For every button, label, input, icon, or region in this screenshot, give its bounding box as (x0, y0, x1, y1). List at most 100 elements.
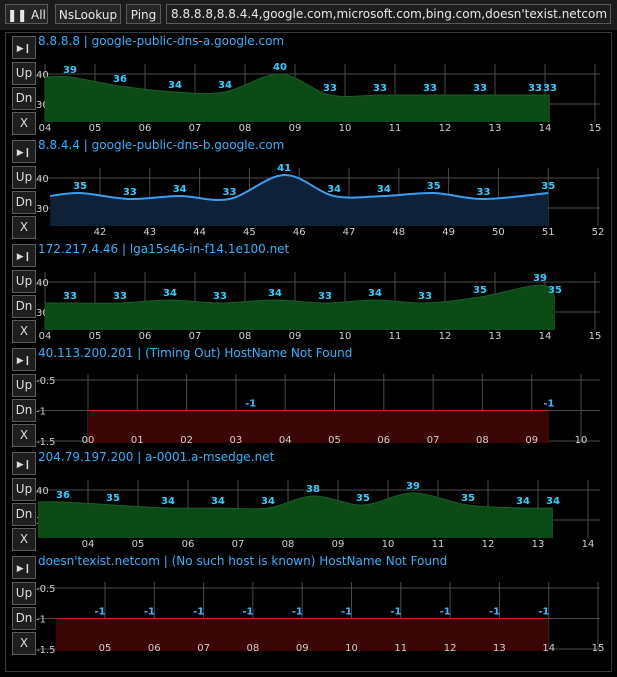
play-pause-button[interactable]: ▶❙ (12, 244, 36, 267)
up-button[interactable]: Up (12, 62, 36, 85)
all-button[interactable]: ❚❚ All (5, 4, 48, 24)
dn-button[interactable]: Dn (12, 295, 36, 318)
panel-title: doesn'texist.netcom | (No such host is k… (38, 554, 448, 568)
play-pause-icon: ▶❙ (16, 44, 32, 54)
close-button[interactable]: X (12, 528, 36, 551)
data-label: 33 (473, 83, 487, 94)
x-tick-label: 15 (592, 643, 605, 654)
close-button[interactable]: X (12, 216, 36, 239)
data-label: 34 (377, 184, 391, 195)
x-tick-label: 07 (189, 331, 202, 342)
data-label: -1 (242, 607, 253, 618)
ping-chart: 4030363534343438353935343404050607080910… (36, 480, 600, 550)
play-pause-icon: ▶❙ (16, 148, 32, 158)
data-label: 36 (56, 490, 70, 501)
data-label: 33 (323, 83, 337, 94)
x-tick-label: 14 (539, 123, 552, 134)
data-label: 34 (218, 80, 232, 91)
data-label: -1 (341, 607, 352, 618)
data-label: 33 (113, 291, 127, 302)
dn-button[interactable]: Dn (12, 399, 36, 422)
series-line (44, 73, 550, 98)
play-pause-button[interactable]: ▶❙ (12, 452, 36, 475)
data-label: 35 (106, 493, 120, 504)
data-label: 39 (406, 481, 420, 492)
y-tick-label: 40 (36, 70, 49, 81)
dn-button[interactable]: Dn (12, 191, 36, 214)
x-tick-label: 07 (427, 435, 440, 446)
x-tick-label: 43 (143, 227, 156, 238)
data-label: 33 (543, 83, 557, 94)
dn-button[interactable]: Dn (12, 607, 36, 630)
y-tick-label: 40 (36, 278, 49, 289)
x-tick-label: 13 (532, 539, 545, 550)
data-label: 34 (268, 288, 282, 299)
x-tick-label: 51 (542, 227, 555, 238)
x-tick-label: 50 (492, 227, 505, 238)
x-tick-label: 07 (189, 123, 202, 134)
y-tick-label: 30 (36, 100, 49, 111)
x-tick-label: 13 (493, 643, 506, 654)
pause-icon: ❚❚ (7, 8, 32, 22)
ping-chart: -0.5 -1 -1.5 -1 -1 -1 -1 -1 -1 -1 -1 -1 -1 05 06 07 08 09… (36, 582, 605, 654)
data-label: 35 (473, 285, 487, 296)
x-tick-label: 09 (296, 643, 309, 654)
data-label: 40 (273, 62, 287, 73)
dn-button[interactable]: Dn (12, 503, 36, 526)
series-line (37, 492, 554, 510)
y-tick-label: -1 (36, 615, 46, 626)
play-pause-icon: ▶❙ (16, 252, 32, 262)
x-tick-label: 08 (239, 331, 252, 342)
y-tick-label: -1 (36, 407, 46, 418)
dn-button[interactable]: Dn (12, 87, 36, 110)
data-label: 39 (63, 65, 77, 76)
data-label: 33 (318, 291, 332, 302)
x-tick-label: 12 (439, 331, 452, 342)
play-pause-button[interactable]: ▶❙ (12, 36, 36, 59)
data-label: 33 (373, 83, 387, 94)
play-pause-button[interactable]: ▶❙ (12, 556, 36, 579)
x-tick-label: 03 (230, 435, 243, 446)
data-label: -1 (144, 607, 155, 618)
x-tick-label: 04 (82, 539, 95, 550)
nslookup-button[interactable]: NsLookup (55, 4, 121, 24)
play-pause-icon: ▶❙ (16, 460, 32, 470)
play-pause-button[interactable]: ▶❙ (12, 348, 36, 371)
x-tick-label: 05 (89, 331, 102, 342)
y-tick-label: -1.5 (36, 645, 56, 654)
data-label: 34 (368, 288, 382, 299)
up-button[interactable]: Up (12, 582, 36, 605)
data-label: 35 (356, 493, 370, 504)
x-tick-label: 06 (148, 643, 161, 654)
up-button[interactable]: Up (12, 478, 36, 501)
hosts-input[interactable]: 8.8.8.8,8.8.4.4,google.com,microsoft.com… (166, 4, 611, 24)
x-tick-label: 48 (392, 227, 405, 238)
y-tick-label: 40 (36, 486, 49, 497)
data-label: 33 (528, 83, 542, 94)
data-label: -1 (245, 399, 256, 410)
x-tick-label: 11 (394, 643, 407, 654)
x-tick-label: 06 (182, 539, 195, 550)
close-button[interactable]: X (12, 320, 36, 343)
data-label: 34 (516, 496, 530, 507)
up-button[interactable]: Up (12, 270, 36, 293)
data-label: -1 (489, 607, 500, 618)
close-button[interactable]: X (12, 112, 36, 135)
x-tick-label: 12 (444, 643, 457, 654)
close-button[interactable]: X (12, 632, 36, 655)
x-tick-label: 11 (389, 331, 402, 342)
series-area (88, 410, 549, 443)
up-button[interactable]: Up (12, 374, 36, 397)
x-tick-label: 08 (247, 643, 260, 654)
data-label: 34 (261, 496, 275, 507)
data-label: 34 (161, 496, 175, 507)
up-button[interactable]: Up (12, 166, 36, 189)
ping-button[interactable]: Ping (126, 4, 161, 24)
play-pause-button[interactable]: ▶❙ (12, 140, 36, 163)
close-button[interactable]: X (12, 424, 36, 447)
x-tick-label: 08 (239, 123, 252, 134)
y-tick-label: -1.5 (36, 437, 56, 446)
x-tick-label: 12 (439, 123, 452, 134)
